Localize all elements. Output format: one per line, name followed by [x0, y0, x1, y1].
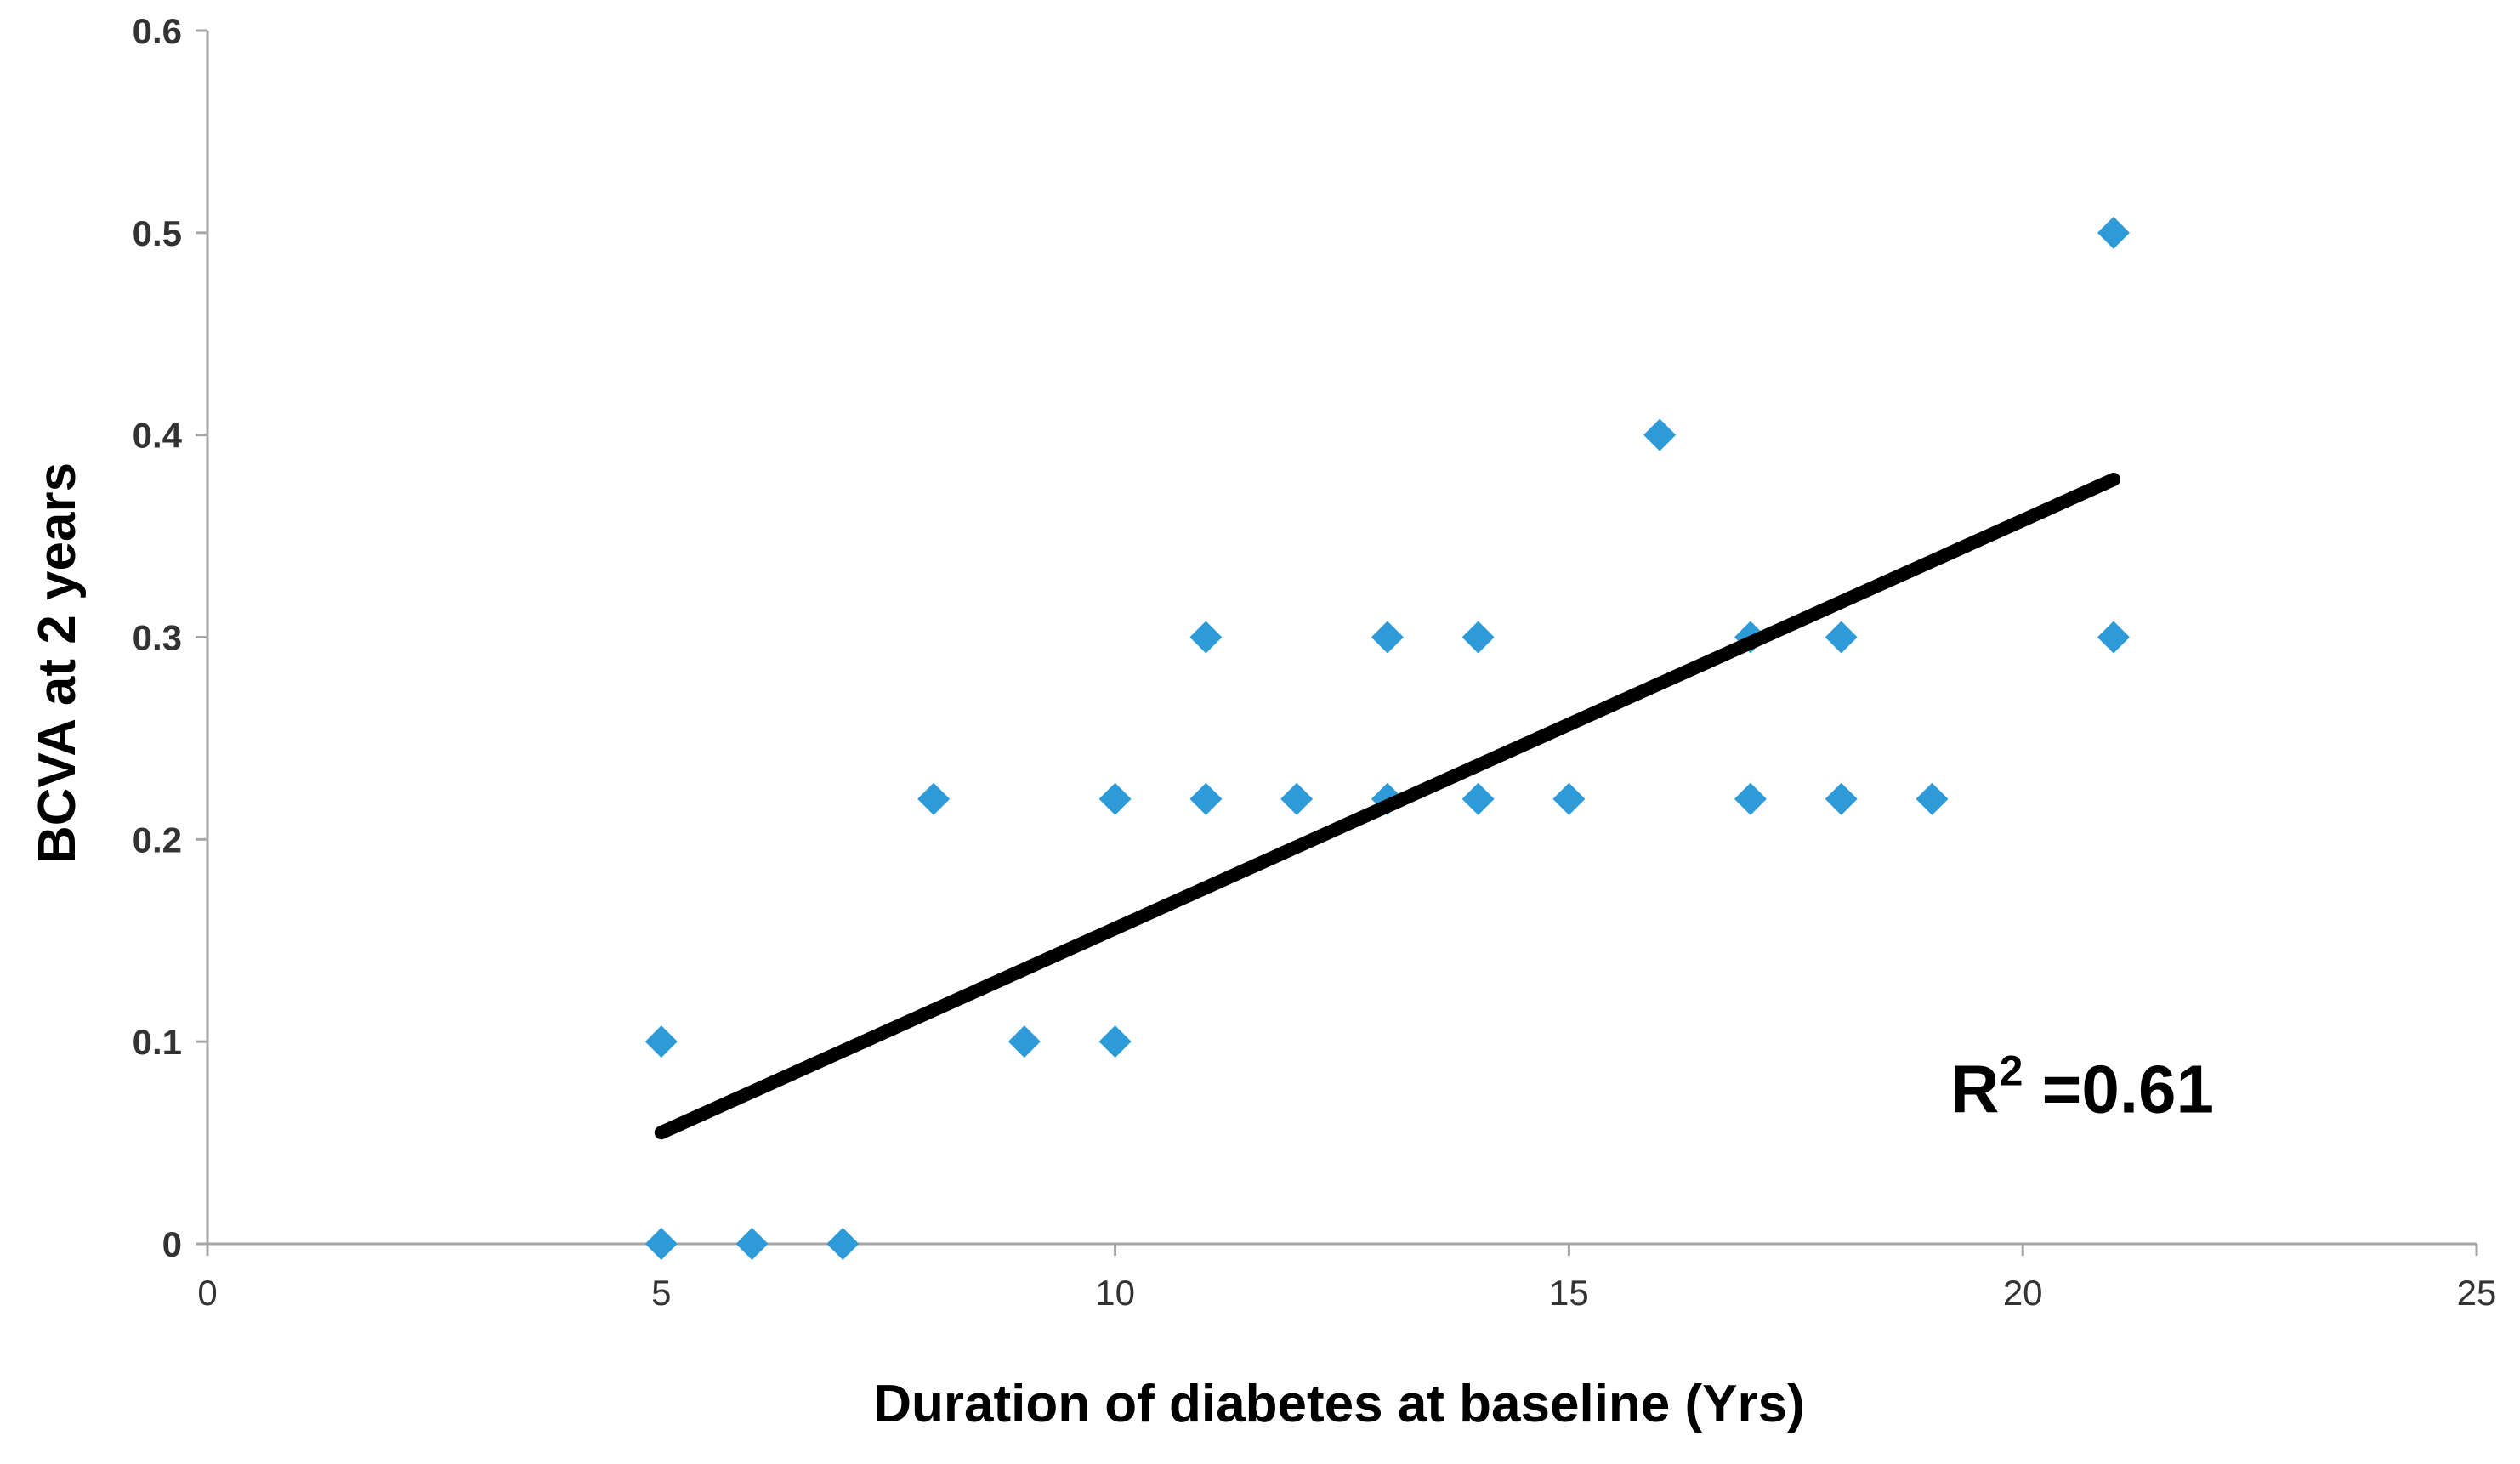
- data-point: [1552, 782, 1586, 815]
- y-axis-title: BCVA at 2 years: [28, 462, 87, 864]
- data-point: [1098, 782, 1132, 815]
- x-tick-label: 5: [651, 1273, 671, 1313]
- data-point: [1189, 782, 1223, 815]
- y-tick-label: 0.6: [133, 11, 182, 51]
- y-tick-label: 0: [162, 1224, 182, 1264]
- data-point: [1461, 621, 1495, 654]
- x-tick-label: 20: [2003, 1273, 2043, 1313]
- r-squared-symbol: R: [1950, 1051, 2000, 1126]
- x-tick-label: 25: [2457, 1273, 2497, 1313]
- y-tick-label: 0.5: [133, 213, 182, 253]
- data-point: [644, 1025, 678, 1058]
- x-tick-label: 10: [1095, 1273, 1135, 1313]
- ticks: 0 5 10 15 20 25 0 0.1 0.2 0.3 0.4 0.5 0.6: [133, 11, 2497, 1313]
- r-squared-superscript: 2: [2000, 1047, 2023, 1094]
- x-axis-title: Duration of diabetes at baseline (Yrs): [873, 1375, 1805, 1433]
- data-point: [826, 1228, 860, 1260]
- r-squared-text: R2 =0.61: [1950, 1047, 2214, 1126]
- data-points: [644, 216, 2130, 1260]
- y-tick-label: 0.1: [133, 1022, 182, 1062]
- data-point: [644, 1228, 678, 1260]
- y-tick-label: 0.3: [133, 618, 182, 658]
- x-tick-label: 15: [1549, 1273, 1589, 1313]
- r-squared-annotation: R2 =0.61: [1950, 1047, 2214, 1126]
- data-point: [2097, 216, 2130, 249]
- trendline-group: [654, 472, 2120, 1140]
- data-point: [1643, 418, 1677, 451]
- data-point: [1916, 782, 1949, 815]
- data-point: [1371, 621, 1404, 654]
- y-tick-label: 0.4: [133, 416, 183, 456]
- data-point: [735, 1228, 769, 1260]
- data-point: [2097, 621, 2130, 654]
- data-point: [1280, 782, 1314, 815]
- labels: Duration of diabetes at baseline (Yrs) B…: [28, 462, 1805, 1433]
- data-point: [1734, 782, 1767, 815]
- data-point: [1461, 782, 1495, 815]
- data-point: [1825, 621, 1858, 654]
- y-tick-label: 0.2: [133, 820, 182, 860]
- data-point: [1007, 1025, 1041, 1058]
- data-point: [1825, 782, 1858, 815]
- trendline: [654, 472, 2120, 1140]
- r-squared-value: =0.61: [2023, 1051, 2214, 1126]
- x-tick-label: 0: [197, 1273, 217, 1313]
- data-point: [1189, 621, 1223, 654]
- data-point: [1098, 1025, 1132, 1058]
- data-point: [917, 782, 951, 815]
